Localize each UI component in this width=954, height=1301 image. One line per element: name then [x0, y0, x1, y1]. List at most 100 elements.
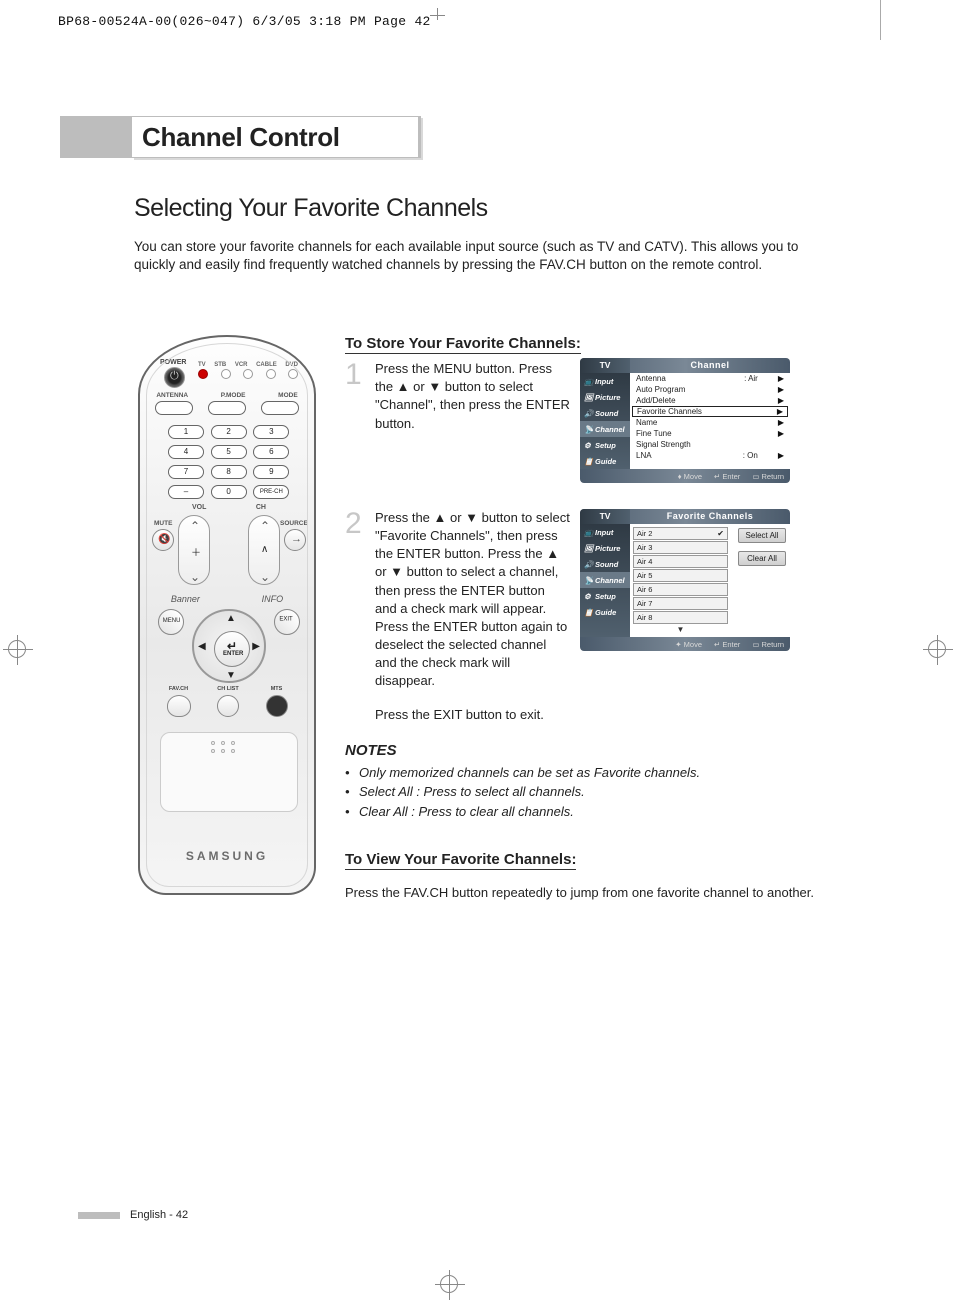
guide-icon: 📋: [584, 608, 593, 617]
crop-line: [880, 0, 881, 40]
arrow-right-icon: ▶: [252, 641, 260, 652]
osd-foot-enter: ↵ Enter: [714, 640, 740, 649]
ch-label: Air 2: [637, 529, 652, 538]
mts-label: MTS: [266, 686, 288, 692]
osd-row-signal: Signal Strength: [630, 439, 790, 450]
osd-side-label: Channel: [595, 576, 625, 585]
picture-icon: 🖼: [584, 393, 593, 402]
ch-label: CH: [256, 504, 266, 511]
num-9: 9: [253, 465, 289, 479]
page-content: Channel Control Selecting Your Favorite …: [60, 60, 894, 1241]
select-all-button: Select All: [738, 528, 786, 543]
osd-row-autoprogram: Auto Program▶: [630, 384, 790, 395]
osd-side-channel: 📡Channel: [580, 572, 630, 588]
mute-button-icon: [152, 529, 174, 551]
osd-side-picture: 🖼Picture: [580, 540, 630, 556]
mode-cable: CABLE: [256, 362, 277, 368]
row-a-labels: ANTENNA P.MODE MODE: [140, 392, 314, 399]
osd-side-label: Picture: [595, 393, 620, 402]
view-heading: To View Your Favorite Channels:: [345, 851, 576, 870]
osd-row-label: Antenna: [636, 374, 666, 383]
mute-label: MUTE: [154, 520, 172, 527]
exit-label: EXIT: [279, 617, 292, 623]
ch-up-icon: ∧: [261, 544, 268, 555]
osd-sidebar: 📺Input 🖼Picture 🔊Sound 📡Channel ⚙Setup 📋…: [580, 524, 630, 637]
osd-side-label: Guide: [595, 457, 616, 466]
num-2: 2: [211, 425, 247, 439]
favch-button-icon: [167, 695, 191, 717]
osd-tv-label: TV: [580, 509, 630, 524]
osd-side-label: Setup: [595, 441, 616, 450]
guide-icon: 📋: [584, 457, 593, 466]
footer-accent: [78, 1212, 120, 1219]
crop-mark-right: [928, 640, 946, 658]
osd-side-label: Sound: [595, 560, 618, 569]
view-text: Press the FAV.CH button repeatedly to ju…: [345, 884, 875, 903]
osd-row-label: Fine Tune: [636, 429, 672, 438]
mode-stb: STB: [214, 362, 226, 368]
power-label: POWER: [160, 359, 186, 366]
notes-list: Only memorized channels can be set as Fa…: [345, 763, 875, 822]
panel-dots-icon: [211, 741, 237, 753]
channel-item: Air 5: [633, 569, 728, 582]
arrow-right-icon: ▶: [778, 396, 784, 405]
crop-mark-top: [430, 8, 445, 23]
osd-side-label: Setup: [595, 592, 616, 601]
osd-foot-label: Return: [761, 472, 784, 481]
osd-side-setup: ⚙Setup: [580, 437, 630, 453]
channel-item: Air 4: [633, 555, 728, 568]
page-footer: English - 42: [78, 1209, 188, 1221]
ch-label: Air 8: [637, 613, 652, 622]
osd-side-channel: 📡Channel: [580, 421, 630, 437]
osd-side-label: Sound: [595, 409, 618, 418]
ch-label: Air 5: [637, 571, 652, 580]
exit-button-icon: EXIT: [269, 604, 306, 641]
osd-footer: ♦ Move ↵ Enter ▭ Return: [580, 469, 790, 483]
osd-row-lna: LNA: On▶: [630, 450, 790, 461]
osd-row-adddelete: Add/Delete▶: [630, 395, 790, 406]
picture-icon: 🖼: [584, 544, 593, 553]
osd-side-sound: 🔊Sound: [580, 556, 630, 572]
sound-icon: 🔊: [584, 560, 593, 569]
arrow-right-icon: ▶: [778, 385, 784, 394]
osd-title: Favorite Channels: [630, 509, 790, 524]
osd-side-input: 📺Input: [580, 524, 630, 540]
mts-button-icon: [266, 695, 288, 717]
osd-side-sound: 🔊Sound: [580, 405, 630, 421]
led-icon: [288, 369, 298, 379]
osd-side-input: 📺Input: [580, 373, 630, 389]
volume-rocker-icon: ＋: [178, 515, 210, 585]
osd-foot-move: ✦ Move: [675, 640, 702, 649]
osd-row-antenna: Antenna: Air▶: [630, 373, 790, 384]
print-header: BP68-00524A-00(026~047) 6/3/05 3:18 PM P…: [58, 14, 431, 29]
osd-titlebar: TV Channel: [580, 358, 790, 373]
chapter-bar: Channel Control: [60, 116, 421, 158]
section-title: Selecting Your Favorite Channels: [134, 194, 488, 223]
osd-title: Channel: [630, 358, 790, 373]
clear-all-button: Clear All: [738, 551, 786, 566]
osd-foot-label: Return: [761, 640, 784, 649]
arrow-up-icon: ▲: [226, 613, 236, 624]
channel-item: Air 7: [633, 597, 728, 610]
crop-mark-left: [8, 640, 26, 658]
info-label: INFO: [262, 594, 284, 604]
channel-list: Air 2✔ Air 3 Air 4 Air 5 Air 6 Air 7 Air…: [633, 527, 728, 634]
menu-label: MENU: [163, 618, 181, 624]
osd-foot-return: ▭ Return: [752, 640, 784, 649]
input-icon: 📺: [584, 528, 593, 537]
mode-label: MODE: [278, 392, 298, 399]
crop-mark-bottom: [440, 1275, 458, 1293]
osd-row-value: : On: [743, 451, 758, 460]
chlist-label: CH LIST: [217, 686, 239, 692]
menu-button-icon: MENU: [153, 604, 190, 641]
step-1-text: Press the MENU button. Press the ▲ or ▼ …: [375, 360, 570, 433]
osd-side-guide: 📋Guide: [580, 453, 630, 469]
notes-heading: NOTES: [345, 742, 875, 759]
arrow-right-icon: ▶: [778, 418, 784, 427]
osd-sidebar: 📺Input 🖼Picture 🔊Sound 📡Channel ⚙Setup 📋…: [580, 373, 630, 469]
osd-body: 📺Input 🖼Picture 🔊Sound 📡Channel ⚙Setup 📋…: [580, 373, 790, 469]
channel-rocker-icon: ∧: [248, 515, 280, 585]
num-dash: –: [168, 485, 204, 499]
osd-side-picture: 🖼Picture: [580, 389, 630, 405]
num-0: 0: [211, 485, 247, 499]
